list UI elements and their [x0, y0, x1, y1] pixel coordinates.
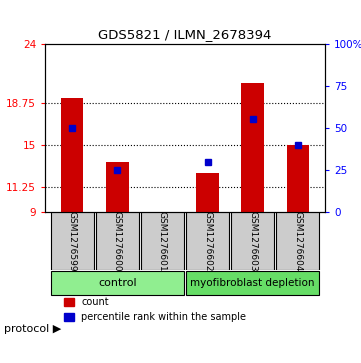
FancyBboxPatch shape: [186, 212, 229, 270]
Legend: count, percentile rank within the sample: count, percentile rank within the sample: [64, 297, 247, 322]
Bar: [61, 98, 83, 212]
Text: GSM1276603: GSM1276603: [248, 211, 257, 272]
Title: GDS5821 / ILMN_2678394: GDS5821 / ILMN_2678394: [98, 28, 272, 41]
FancyBboxPatch shape: [51, 212, 94, 270]
Bar: [196, 173, 219, 212]
Text: control: control: [98, 278, 136, 288]
Text: GSM1276601: GSM1276601: [158, 211, 167, 272]
Text: myofibroblast depletion: myofibroblast depletion: [191, 278, 315, 288]
FancyBboxPatch shape: [231, 212, 274, 270]
Bar: [287, 145, 309, 212]
FancyBboxPatch shape: [141, 212, 184, 270]
FancyBboxPatch shape: [186, 272, 319, 295]
Text: GSM1276600: GSM1276600: [113, 211, 122, 272]
Text: GSM1276602: GSM1276602: [203, 211, 212, 272]
FancyBboxPatch shape: [276, 212, 319, 270]
Text: protocol ▶: protocol ▶: [4, 323, 61, 334]
FancyBboxPatch shape: [96, 212, 139, 270]
Text: GSM1276599: GSM1276599: [68, 211, 77, 272]
Text: GSM1276604: GSM1276604: [293, 211, 302, 272]
Bar: [242, 83, 264, 212]
Bar: [106, 162, 129, 212]
FancyBboxPatch shape: [51, 272, 184, 295]
